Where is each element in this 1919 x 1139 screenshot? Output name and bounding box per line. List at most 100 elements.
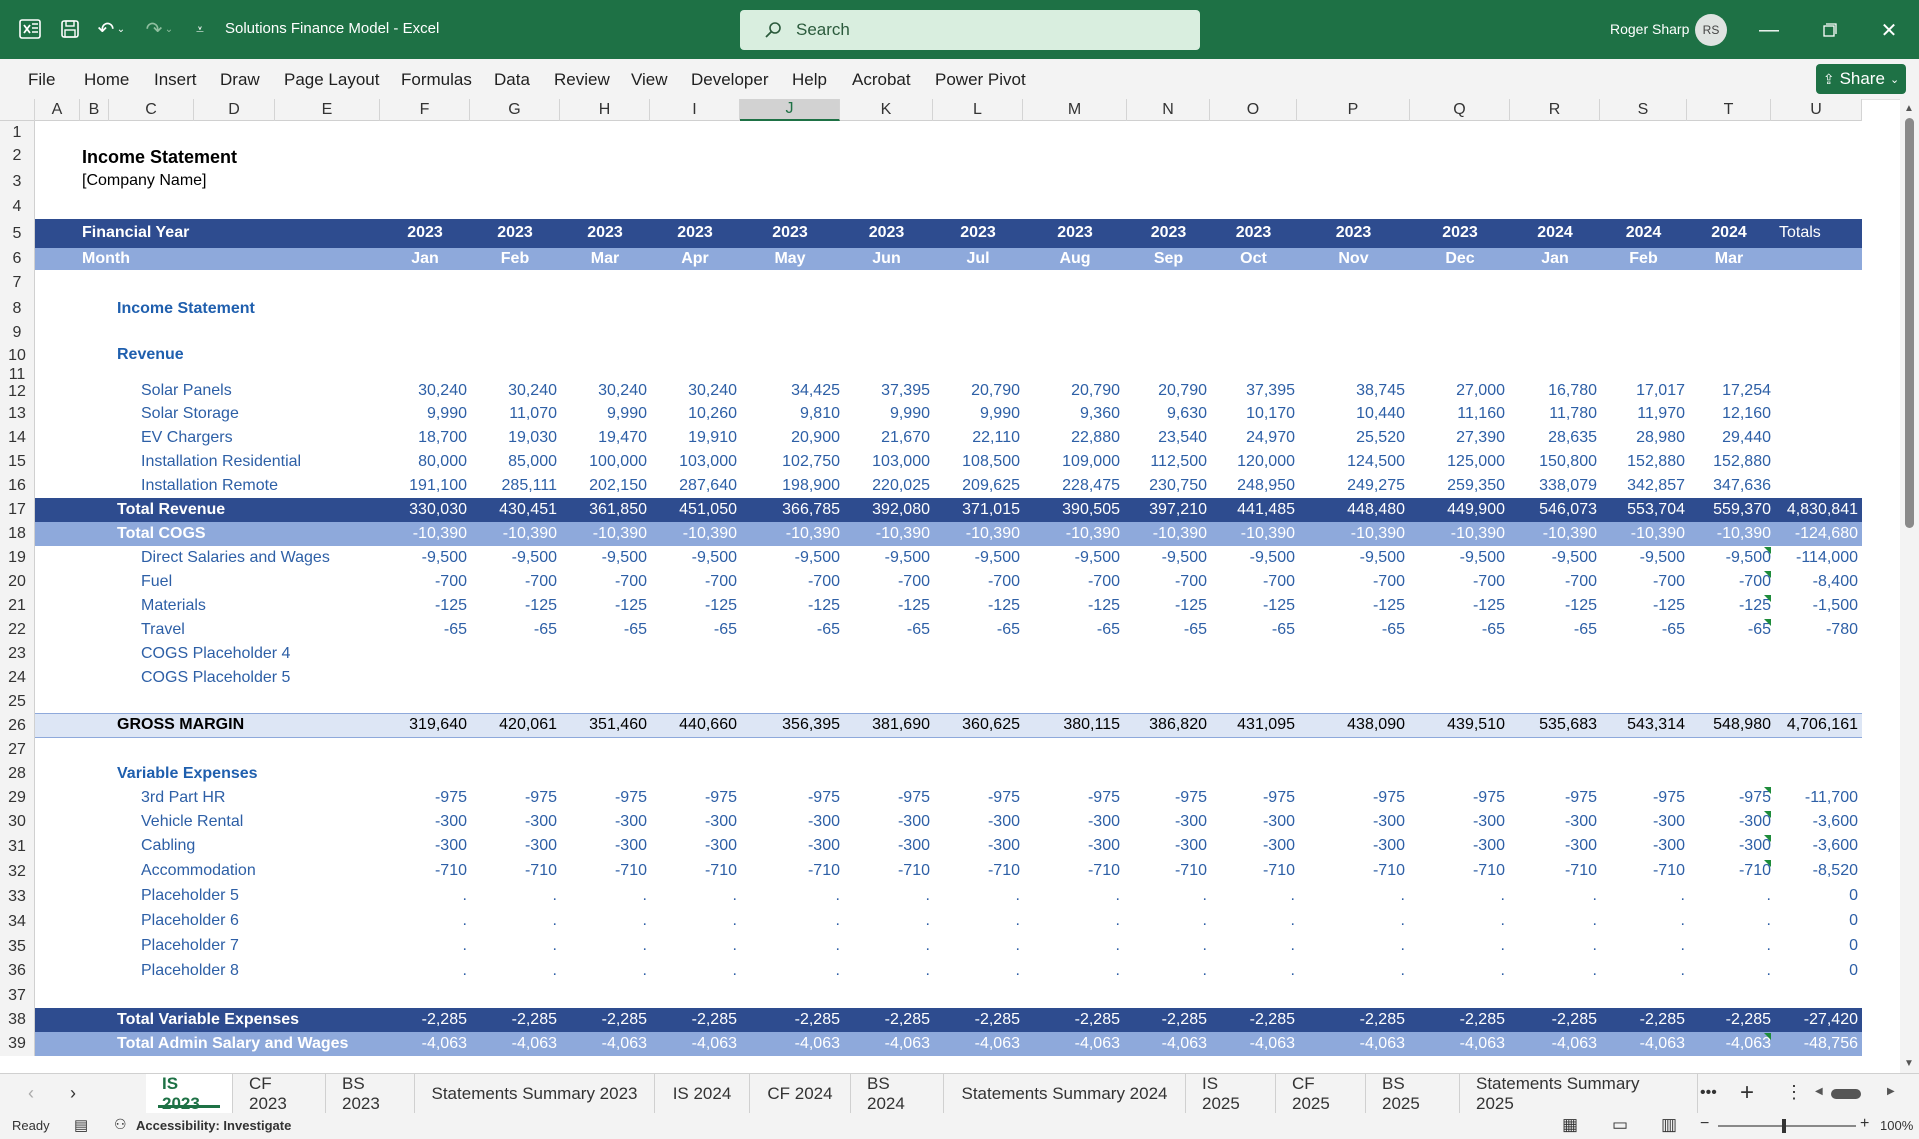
cell-value[interactable]: 9,810 (799, 405, 840, 422)
column-header-k[interactable]: K (840, 99, 933, 121)
cell-value[interactable]: . (642, 962, 647, 979)
company-name[interactable]: [Company Name] (82, 172, 207, 189)
cell-value[interactable]: 9,360 (1079, 405, 1120, 422)
cell-value[interactable]: . (552, 887, 557, 904)
cell-value[interactable]: -10,390 (1630, 525, 1685, 542)
cell-value[interactable]: -700 (987, 573, 1020, 590)
cell-value[interactable]: -300 (1652, 813, 1685, 830)
menu-insert[interactable]: Insert (154, 70, 197, 89)
cell-value[interactable]: -300 (987, 837, 1020, 854)
cell-value[interactable]: -700 (1372, 573, 1405, 590)
cell-value[interactable]: 19,470 (598, 429, 647, 446)
month-header[interactable]: Mar (1714, 250, 1744, 267)
cell-value[interactable]: 430,451 (499, 501, 557, 518)
cell-value[interactable]: 20,790 (1071, 382, 1120, 399)
cell-value[interactable]: . (1592, 887, 1597, 904)
row-header-33[interactable]: 33 (0, 884, 35, 909)
cell-value[interactable]: -300 (434, 837, 467, 854)
cell-value[interactable]: -125 (1174, 597, 1207, 614)
cell-value[interactable]: -700 (1472, 573, 1505, 590)
cell-value[interactable]: -300 (1372, 813, 1405, 830)
cell-value[interactable]: -9,500 (1249, 549, 1295, 566)
row-header-2[interactable]: 2 (0, 144, 35, 168)
cell-value[interactable]: -125 (1372, 597, 1405, 614)
variable-expense-label[interactable]: Placeholder 7 (141, 937, 239, 954)
cell-value[interactable]: -2,285 (1725, 1011, 1771, 1028)
row-header-19[interactable]: 19 (0, 546, 35, 570)
cell-value[interactable]: 109,000 (1062, 453, 1120, 470)
cell-value[interactable]: 11,780 (1549, 405, 1597, 422)
vertical-scroll-thumb[interactable] (1905, 118, 1914, 528)
cell-value[interactable]: 12,160 (1722, 405, 1771, 422)
cell-value[interactable]: -9,500 (421, 549, 467, 566)
cell-value[interactable]: . (1592, 912, 1597, 929)
column-header-s[interactable]: S (1600, 99, 1687, 121)
row-header-20[interactable]: 20 (0, 570, 35, 594)
month-header[interactable]: Nov (1338, 250, 1369, 267)
row-header-21[interactable]: 21 (0, 594, 35, 618)
month-header[interactable]: Jan (411, 250, 439, 267)
cell-value[interactable]: -10,390 (682, 525, 737, 542)
cogs-line-label[interactable]: Travel (141, 621, 185, 638)
cell-value[interactable]: 553,704 (1627, 501, 1685, 518)
cell-value[interactable]: 17,254 (1722, 382, 1771, 399)
cell-value[interactable]: -710 (434, 862, 467, 879)
cell-value[interactable]: 102,750 (782, 453, 840, 470)
cell-value[interactable]: -2,285 (1639, 1011, 1685, 1028)
cell-value[interactable]: 38,745 (1356, 382, 1405, 399)
revenue-line-label[interactable]: EV Chargers (141, 429, 233, 446)
normal-view-icon[interactable]: ▦ (1562, 1115, 1579, 1134)
cell-value[interactable]: 438,090 (1347, 716, 1405, 733)
cell-value[interactable]: -710 (897, 862, 930, 879)
cell-value[interactable]: -125 (1087, 597, 1120, 614)
save-icon[interactable] (58, 17, 82, 41)
cell-value[interactable]: -4,063 (1459, 1035, 1505, 1052)
row-header-12[interactable]: 12 (0, 381, 35, 402)
cell-value[interactable]: 100,000 (589, 453, 647, 470)
year-header[interactable]: 2023 (960, 224, 996, 241)
cell-value[interactable]: -9,500 (1551, 549, 1597, 566)
more-tabs-icon[interactable]: ••• (1700, 1084, 1717, 1101)
cell-value[interactable]: -710 (1652, 862, 1685, 879)
cogs-line-label[interactable]: COGS Placeholder 5 (141, 669, 291, 686)
cell-value[interactable]: -700 (434, 573, 467, 590)
section-variable-expenses[interactable]: Variable Expenses (117, 765, 258, 782)
cell-value[interactable]: -300 (704, 813, 737, 830)
cell-value[interactable]: . (1202, 887, 1207, 904)
cell-value[interactable]: 351,460 (589, 716, 647, 733)
cell-value[interactable]: -4,063 (974, 1035, 1020, 1052)
column-header-b[interactable]: B (80, 99, 109, 121)
cell-value[interactable]: -4,063 (884, 1035, 930, 1052)
cell-value[interactable]: 220,025 (872, 477, 930, 494)
row-header-34[interactable]: 34 (0, 909, 35, 934)
cell-value[interactable]: -9,500 (1074, 549, 1120, 566)
cell-value[interactable]: . (925, 937, 930, 954)
cell-value[interactable]: . (1766, 937, 1771, 954)
month-header[interactable]: Jun (872, 250, 901, 267)
cell-value[interactable]: -300 (1564, 813, 1597, 830)
cell-value[interactable]: -4,063 (1161, 1035, 1207, 1052)
month-header[interactable]: Apr (681, 250, 709, 267)
cell-value[interactable]: -700 (1738, 573, 1771, 590)
cell-value[interactable]: -300 (987, 813, 1020, 830)
cell-value[interactable]: . (1015, 887, 1020, 904)
sheet-tab-statements-summary-2023[interactable]: Statements Summary 2023 (415, 1074, 655, 1114)
variable-expense-label[interactable]: 3rd Part HR (141, 789, 226, 806)
column-header-j[interactable]: J (740, 99, 840, 121)
cell-value[interactable]: . (1290, 962, 1295, 979)
cell-value[interactable]: . (835, 937, 840, 954)
cell-value[interactable]: . (835, 912, 840, 929)
financial-year-label[interactable]: Financial Year (82, 224, 190, 241)
cell-value[interactable]: 19,030 (508, 429, 557, 446)
cell-value[interactable]: . (1400, 937, 1405, 954)
cell-value[interactable]: -710 (987, 862, 1020, 879)
cell-value[interactable]: -125 (704, 597, 737, 614)
cogs-line-label[interactable]: Materials (141, 597, 206, 614)
column-header-f[interactable]: F (380, 99, 470, 121)
cell-value[interactable]: -9,500 (794, 549, 840, 566)
row-header-25[interactable]: 25 (0, 690, 35, 713)
revenue-line-label[interactable]: Solar Storage (141, 405, 239, 422)
share-button[interactable]: ⇪ Share ⌄ (1816, 64, 1906, 94)
cell-value[interactable]: -710 (524, 862, 557, 879)
cell-value[interactable]: 152,880 (1713, 453, 1771, 470)
